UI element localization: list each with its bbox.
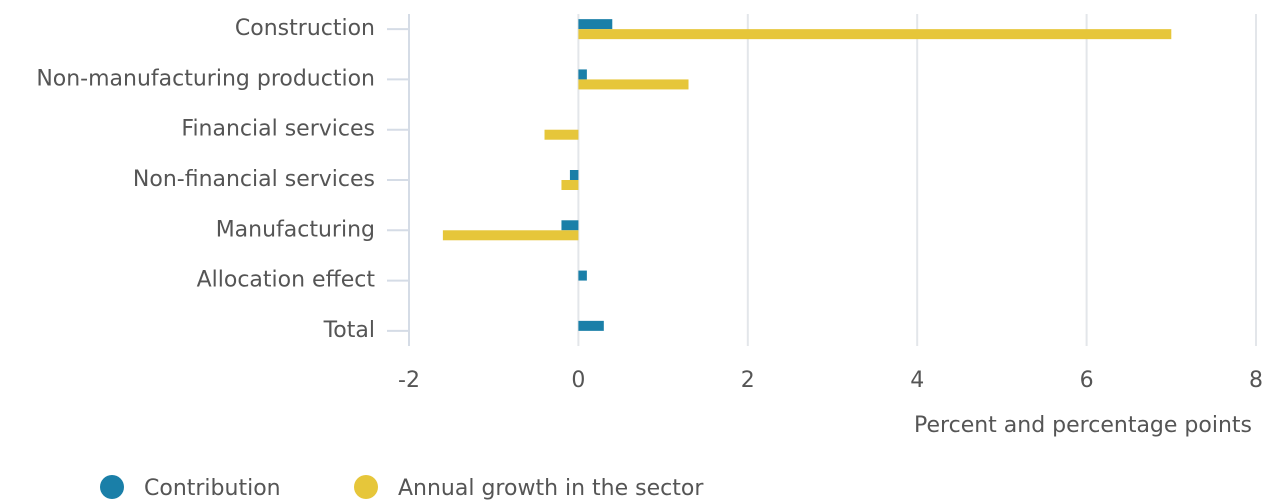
x-tick-label: 8 — [1249, 368, 1263, 393]
bar — [578, 320, 604, 331]
bar — [561, 220, 579, 231]
y-tick-label: Construction — [235, 16, 375, 41]
bar — [578, 19, 613, 30]
bar — [578, 270, 587, 281]
legend-marker — [100, 475, 124, 499]
x-axis-label: Percent and percentage points — [914, 413, 1252, 438]
x-tick-label: 6 — [1080, 368, 1094, 393]
legend-label: Contribution — [144, 476, 281, 501]
bar — [578, 29, 1172, 40]
x-tick-label: 2 — [741, 368, 755, 393]
legend-marker — [354, 475, 378, 499]
bar — [569, 170, 579, 180]
x-tick-label: 0 — [571, 368, 585, 393]
y-tick-label: Non-manufacturing production — [36, 66, 375, 91]
x-tick-label: 4 — [910, 368, 924, 393]
y-tick-label: Allocation effect — [197, 268, 376, 293]
y-tick-label: Manufacturing — [216, 217, 375, 242]
bar — [561, 180, 579, 190]
bar — [578, 69, 587, 80]
y-tick-label: Total — [323, 318, 375, 343]
bar — [442, 230, 579, 241]
bar — [578, 79, 689, 90]
bar — [544, 129, 579, 140]
legend-label: Annual growth in the sector — [398, 476, 704, 501]
y-tick-label: Financial services — [181, 117, 375, 142]
x-tick-label: -2 — [398, 368, 420, 393]
y-tick-label: Non-financial services — [133, 167, 375, 192]
